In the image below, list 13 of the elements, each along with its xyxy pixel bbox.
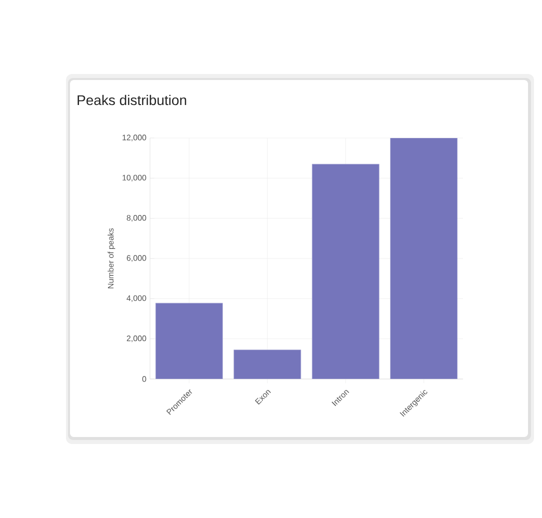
y-tick-label: 8,000 bbox=[126, 215, 146, 222]
chart-title: Peaks distribution bbox=[78, 94, 186, 106]
bar bbox=[234, 350, 302, 379]
bar bbox=[155, 302, 223, 379]
y-tick-label: 2,000 bbox=[126, 336, 146, 342]
y-axis-title: Number of peaks bbox=[108, 228, 116, 288]
y-tick-label: 4,000 bbox=[126, 295, 146, 302]
y-tick-label: 0 bbox=[142, 376, 146, 382]
y-tick-label: 6,000 bbox=[126, 255, 146, 262]
y-tick-label: 12,000 bbox=[122, 134, 146, 142]
y-tick-label: 10,000 bbox=[122, 174, 146, 182]
bar bbox=[312, 164, 380, 379]
bar bbox=[390, 138, 458, 379]
